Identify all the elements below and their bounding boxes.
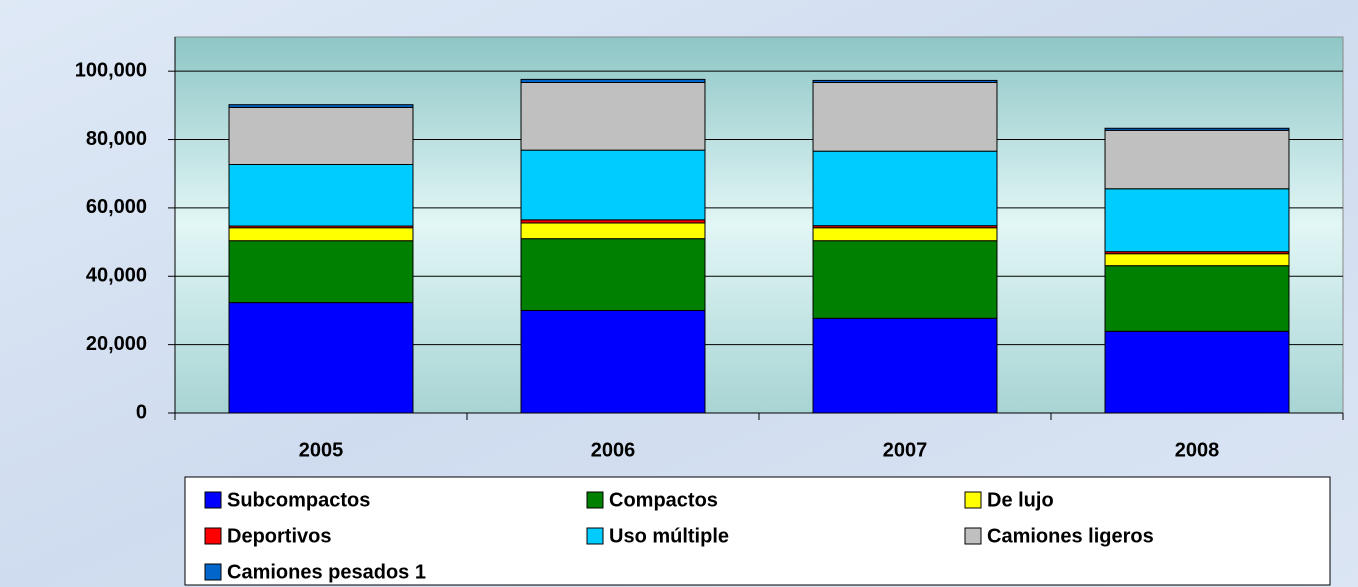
x-tick-label: 2006: [591, 439, 636, 461]
y-tick-label: 0: [136, 401, 147, 423]
bar-segment: [1104, 253, 1290, 267]
y-tick-label: 40,000: [86, 265, 147, 287]
y-tick-label: 60,000: [86, 196, 147, 218]
legend-swatch: [204, 563, 222, 581]
y-tick-label: 100,000: [75, 59, 147, 81]
bar-segment: [812, 150, 998, 227]
bar-segment: [520, 309, 706, 414]
bar-segment: [1104, 127, 1290, 131]
x-tick-label: 2007: [883, 439, 928, 461]
y-tick-label: 80,000: [86, 128, 147, 150]
y-tick-label: 20,000: [86, 333, 147, 355]
bar-segment: [812, 81, 998, 152]
bar-segment: [228, 106, 414, 165]
legend-swatch: [964, 491, 982, 509]
bar-segment: [520, 81, 706, 151]
bar-segment: [228, 240, 414, 304]
legend-label: Camiones ligeros: [987, 525, 1154, 547]
bar-segment: [520, 238, 706, 311]
bar-segment: [812, 317, 998, 414]
x-tick-label: 2008: [1175, 439, 1220, 461]
x-tick-label: 2005: [299, 439, 344, 461]
bar-segment: [1104, 129, 1290, 190]
legend-swatch: [204, 491, 222, 509]
legend-swatch: [964, 527, 982, 545]
bar-segment: [228, 227, 414, 242]
bar-segment: [520, 78, 706, 83]
legend-label: Camiones pesados 1: [227, 561, 426, 583]
bar-segment: [1104, 188, 1290, 253]
legend-label: Compactos: [609, 489, 718, 511]
bar-segment: [812, 227, 998, 242]
bar-segment: [228, 104, 414, 108]
legend-swatch: [586, 491, 604, 509]
bar-segment: [228, 302, 414, 414]
bar-segment: [812, 79, 998, 83]
bar-segment: [1104, 330, 1290, 414]
legend: [184, 476, 1331, 586]
bar-segment: [1104, 265, 1290, 332]
legend-label: Deportivos: [227, 525, 331, 547]
legend-label: Subcompactos: [227, 489, 370, 511]
legend-label: Uso múltiple: [609, 525, 729, 547]
legend-swatch: [204, 527, 222, 545]
bar-segment: [520, 149, 706, 221]
legend-swatch: [586, 527, 604, 545]
bar-segment: [812, 240, 998, 319]
bar-segment: [228, 163, 414, 227]
bar-segment: [520, 222, 706, 240]
legend-label: De lujo: [987, 489, 1054, 511]
